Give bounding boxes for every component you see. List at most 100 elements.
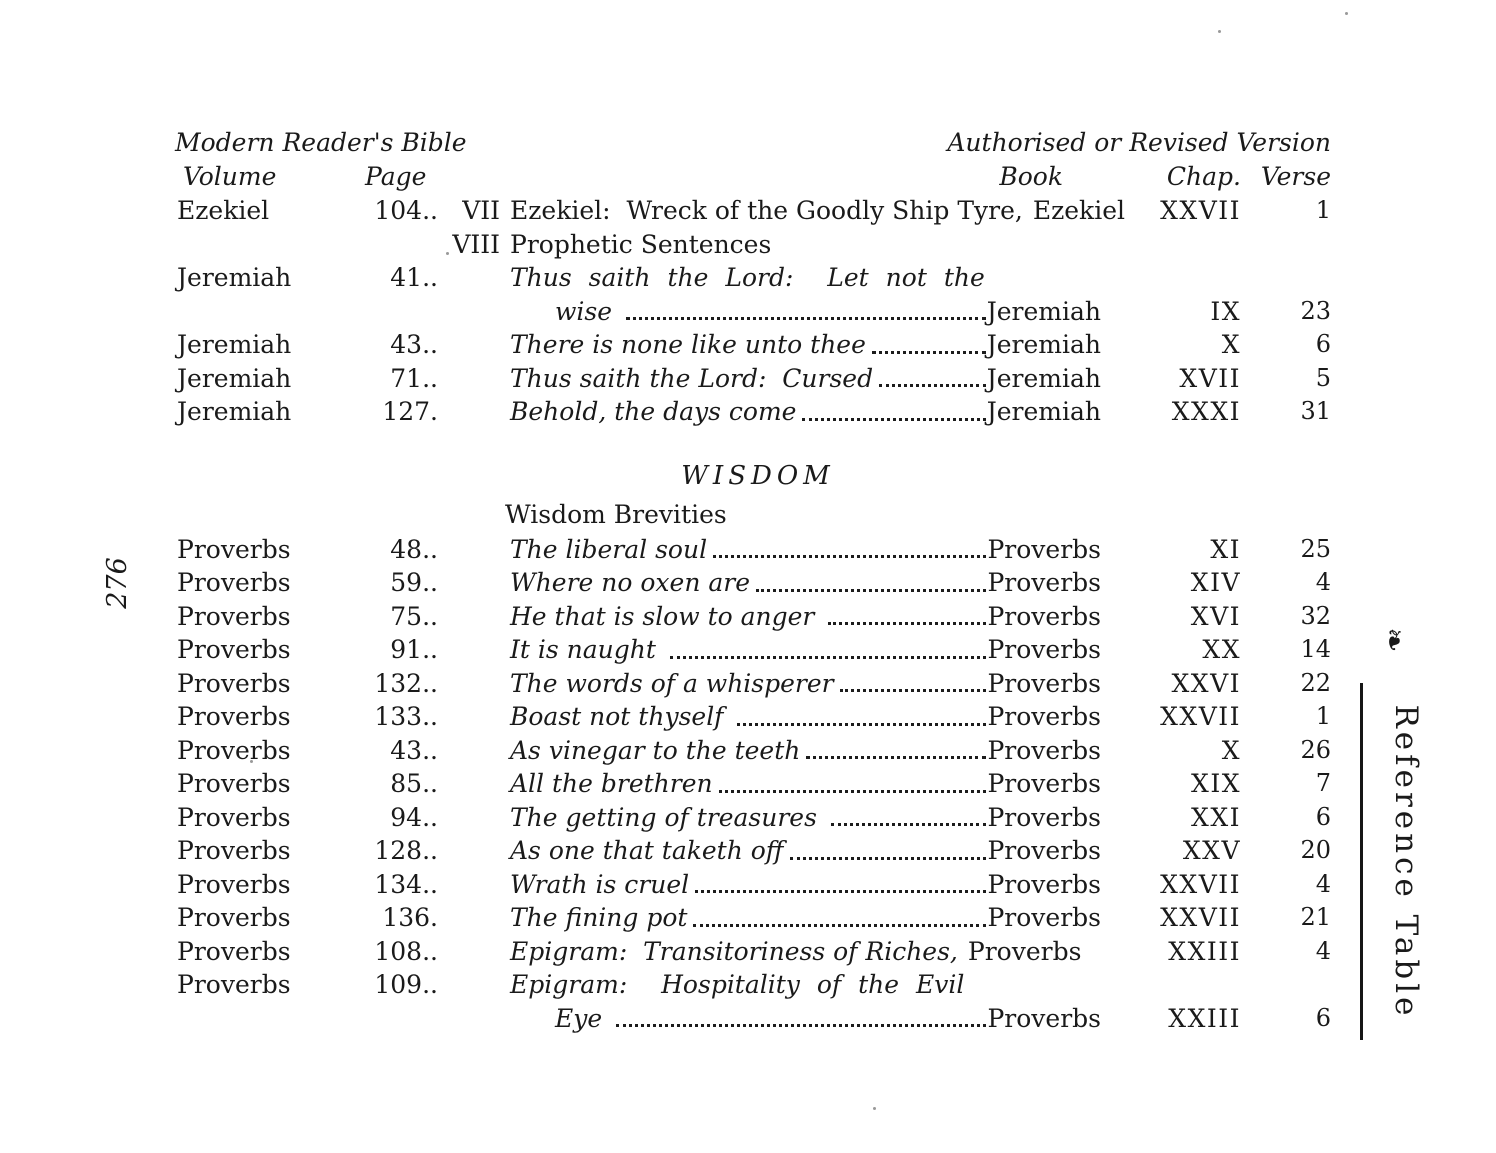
column-header-spacer: [438, 160, 500, 194]
entry-cell: Eye Proverbs: [500, 1002, 1101, 1036]
chapter-cell: XXI: [1191, 802, 1241, 832]
volume-cell: Proverbs: [177, 970, 291, 999]
page-cell: 94..: [390, 802, 438, 832]
chapter-number-cell: [438, 767, 500, 801]
chapter-number-cell: [438, 600, 500, 634]
table-row: wise Jeremiah IX 23: [175, 295, 1331, 329]
volume-cell: Jeremiah: [177, 263, 292, 292]
chapter-cell: XXIII: [1168, 936, 1241, 966]
dot-leader: [616, 1002, 987, 1027]
volume-cell: Jeremiah: [177, 397, 292, 426]
margin-label-reference-table: Reference Table: [1388, 704, 1424, 1020]
entry-cell: Epigram: Transitoriness of Riches, Prover…: [500, 935, 1101, 969]
chapter-cell: XXVII: [1160, 869, 1241, 899]
verse-cell: 21: [1300, 903, 1331, 931]
verse-cell: 20: [1300, 836, 1331, 864]
page-cell: 104..: [374, 196, 438, 225]
table-row: Proverbs 59.. Where no oxen are Proverbs XIV…: [175, 566, 1331, 600]
book-cell: Proverbs: [987, 668, 1101, 698]
verse-cell: 6: [1315, 1003, 1331, 1032]
book-cell: Proverbs: [987, 735, 1101, 765]
dot-leader: [806, 734, 987, 759]
page-cell: 91..: [390, 635, 438, 664]
table-row: Proverbs 133.. Boast not thyself Proverbs X…: [175, 700, 1331, 734]
verse-cell: [1241, 968, 1331, 1002]
entry-title: Eye: [555, 1003, 611, 1033]
table-row: Proverbs 108.. Epigram: Transitoriness of …: [175, 935, 1331, 969]
entry-title: Where no oxen are: [510, 568, 751, 597]
entry-title: wise: [555, 296, 620, 326]
table-row: Proverbs 136. The fining pot Proverbs XXVII 2…: [175, 901, 1331, 935]
entry-cell: wise Jeremiah: [500, 295, 1101, 329]
dot-leader: [828, 600, 987, 625]
left-edition-title: Modern Reader's Bible: [175, 128, 467, 157]
chapter-cell: XXVII: [1160, 196, 1241, 225]
entry-cell: Where no oxen are Proverbs: [500, 566, 1101, 600]
entry-title: The words of a whisperer: [510, 668, 834, 698]
chapter-number-cell: [438, 295, 500, 329]
chapter-number-cell: [438, 566, 500, 600]
chapter-number-cell: [438, 1002, 500, 1036]
entry-cell: There is none like unto thee Jeremiah: [500, 328, 1101, 362]
volume-cell: Proverbs: [177, 635, 291, 664]
chapter-cell: XXVII: [1160, 903, 1241, 932]
page-cell: [365, 228, 438, 262]
dot-leader: [789, 834, 987, 860]
table-column-headers: Volume Page Book Chap. Verse: [175, 160, 1331, 194]
scan-speck: [1345, 12, 1348, 15]
verse-cell: 4: [1315, 568, 1331, 596]
verse-cell: 1: [1315, 702, 1331, 730]
volume-cell: Proverbs: [177, 568, 291, 597]
entry-title: As vinegar to the teeth: [510, 735, 801, 765]
dot-leader: [669, 633, 987, 659]
volume-cell: Proverbs: [177, 735, 291, 765]
entry-cell: Ezekiel: Wreck of the Goodly Ship Tyre, E…: [500, 194, 1125, 228]
page-cell: 132..: [374, 668, 438, 698]
entry-title: The liberal soul: [510, 534, 708, 564]
table-row: Proverbs 132.. The words of a whisperer Pro…: [175, 667, 1331, 701]
book-cell: Proverbs: [987, 1003, 1101, 1033]
table-row: Jeremiah 127. Behold, the days come Jeremia…: [175, 395, 1331, 429]
table-row: Ezekiel 104.. VII Ezekiel: Wreck of the Goo…: [175, 194, 1331, 228]
volume-cell: Proverbs: [177, 802, 291, 832]
page-cell: 59..: [390, 568, 438, 597]
book-cell: Proverbs: [987, 568, 1101, 597]
table-row: Eye Proverbs XXIII 6: [175, 1002, 1331, 1036]
chapter-cell: XIX: [1191, 769, 1241, 798]
chapter-number-cell: [438, 968, 500, 1002]
dot-leader: [879, 362, 986, 387]
entry-cell: All the brethren Proverbs: [500, 767, 1101, 801]
page-cell: 109..: [374, 970, 438, 999]
verse-cell: 5: [1315, 363, 1331, 392]
verse-cell: 4: [1315, 869, 1331, 898]
table-rows: Ezekiel 104.. VII Ezekiel: Wreck of the Goo…: [175, 194, 1331, 1035]
verse-cell: 14: [1300, 635, 1331, 663]
table-row: Proverbs 85.. All the brethren Proverbs XIX 7: [175, 767, 1331, 801]
table-header-titles: Modern Reader's Bible Authorised or Revi…: [175, 126, 1331, 160]
entry-cell: As vinegar to the teeth Proverbs: [500, 734, 1101, 768]
book-cell: Proverbs: [987, 769, 1101, 798]
book-cell: Proverbs: [987, 635, 1101, 664]
volume-cell: Proverbs: [177, 936, 291, 966]
table-row: Jeremiah 71.. Thus saith the Lord: Cursed J…: [175, 362, 1331, 396]
entry-cell: The liberal soul Proverbs: [500, 533, 1101, 567]
volume-cell: Proverbs: [177, 534, 291, 564]
entry-cell: He that is slow to anger Proverbs: [500, 600, 1101, 634]
table-row: Jeremiah 41.. Thus saith the Lord: Let not…: [175, 261, 1331, 295]
section-subheading: Wisdom Brevities: [505, 499, 727, 529]
page-cell: 136.: [382, 903, 438, 932]
entry-title: Wrath is cruel: [510, 869, 690, 899]
entry-title: He that is slow to anger: [510, 601, 823, 631]
section-heading: WISDOM: [681, 460, 835, 491]
page-cell: [365, 1002, 438, 1036]
dot-leader: [693, 901, 987, 927]
volume-cell: Jeremiah: [177, 330, 292, 359]
entry-title: The fining pot: [510, 903, 688, 932]
scan-speck: [873, 1107, 876, 1110]
entry-title: Epigram: Hospitality of the Evil: [510, 970, 965, 999]
book-cell: Jeremiah: [986, 330, 1101, 359]
volume-cell: Jeremiah: [177, 363, 292, 393]
table-row: Proverbs 94.. The getting of treasures Pro…: [175, 801, 1331, 835]
entry-cell: The fining pot Proverbs: [500, 901, 1101, 935]
scan-speck: [1013, 340, 1016, 343]
